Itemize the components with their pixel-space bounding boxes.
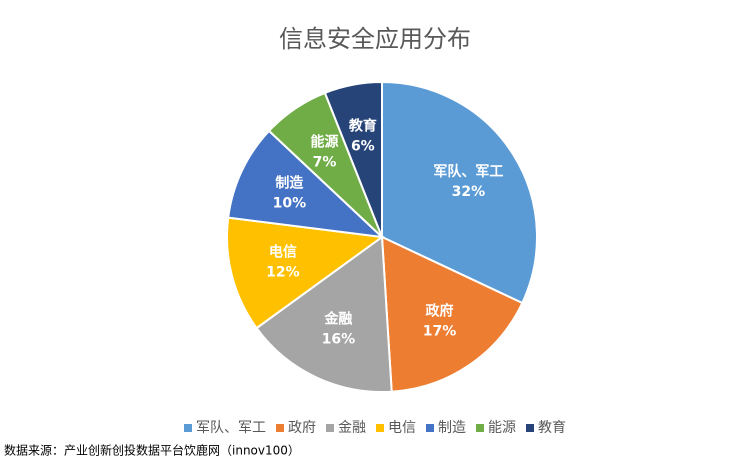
- legend-swatch: [476, 424, 484, 432]
- value-label: 7%: [313, 154, 337, 170]
- pie-slice: [323, 80, 383, 238]
- legend-swatch: [426, 424, 434, 432]
- legend-swatch: [184, 424, 192, 432]
- legend-label: 制造: [438, 420, 466, 436]
- value-label: 32%: [452, 184, 486, 200]
- legend-swatch: [326, 424, 334, 432]
- legend-swatch: [276, 424, 284, 432]
- legend-label: 军队、军工: [196, 420, 266, 436]
- legend-label: 电信: [388, 420, 416, 436]
- legend-swatch: [526, 424, 534, 432]
- value-label: 16%: [322, 332, 356, 348]
- value-label: 10%: [273, 195, 307, 211]
- legend-label: 金融: [338, 420, 366, 436]
- slice-label: 教育: [349, 118, 377, 135]
- chart-title: 信息安全应用分布: [279, 25, 471, 53]
- value-label: 17%: [423, 324, 457, 340]
- legend-label: 政府: [288, 420, 316, 436]
- slice-label: 制造: [275, 174, 303, 191]
- value-label: 12%: [266, 264, 300, 280]
- legend-swatch: [376, 424, 384, 432]
- slice-label: 电信: [269, 243, 297, 260]
- legend-label: 能源: [488, 420, 516, 436]
- legend-label: 教育: [538, 420, 566, 436]
- pie-slice: [226, 216, 385, 330]
- slice-label: 政府: [426, 303, 454, 320]
- pie-slice: [380, 235, 524, 393]
- legend: 军队、军工 政府 金融 电信 制造 能源 教育: [184, 420, 566, 436]
- pie-slice: [255, 235, 393, 393]
- slice-label: 金融: [323, 311, 352, 328]
- pie-slice: [381, 80, 538, 305]
- slice-label: 能源: [310, 133, 338, 150]
- source-note: 数据来源：产业创新创投数据平台饮鹿网（innov100）: [4, 443, 300, 458]
- slice-label: 军队、军工: [433, 163, 503, 180]
- pie-slice: [227, 129, 385, 239]
- value-label: 6%: [351, 139, 375, 155]
